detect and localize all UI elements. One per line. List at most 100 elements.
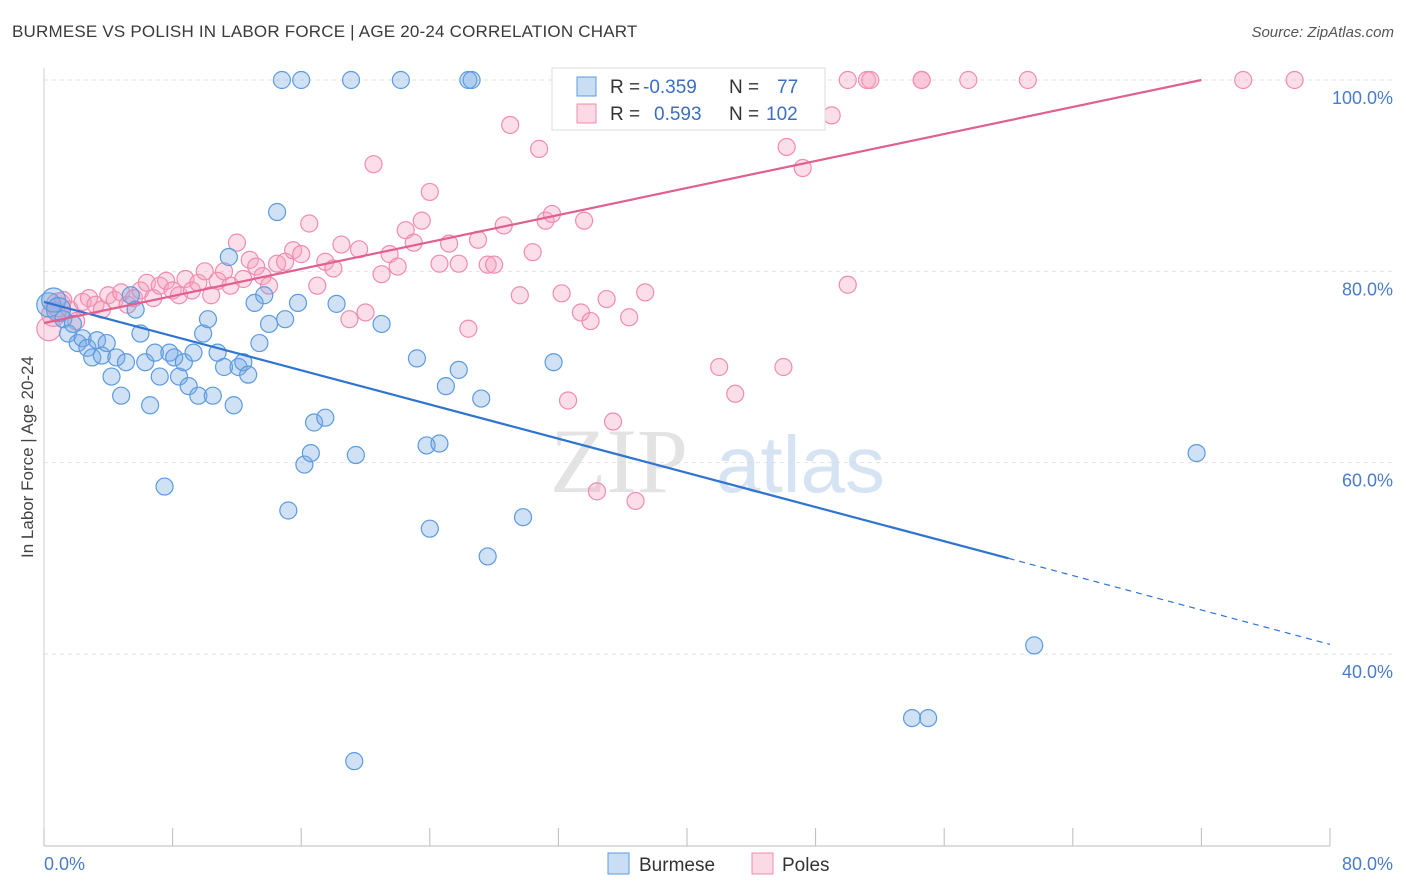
legend-r-value-1: -0.359 bbox=[643, 77, 697, 98]
burmese-point-20 bbox=[136, 353, 155, 372]
burmese-point-15 bbox=[112, 386, 131, 405]
legend-n-label-1: N = bbox=[729, 77, 759, 98]
poles-point-41 bbox=[308, 276, 327, 295]
burmese-point-66 bbox=[544, 353, 563, 372]
poles-point-39 bbox=[292, 245, 311, 264]
poles-point-40 bbox=[300, 214, 319, 233]
burmese-point-26 bbox=[165, 348, 184, 367]
poles-point-69 bbox=[542, 204, 562, 224]
poles-point-73 bbox=[575, 211, 594, 230]
burmese-point-76 bbox=[1187, 444, 1206, 463]
poles-point-44 bbox=[332, 235, 351, 254]
poles-point-3 bbox=[54, 290, 73, 310]
burmese-point-69 bbox=[341, 70, 361, 90]
y-tick-label-0: 100.0% bbox=[1332, 88, 1393, 108]
poles-points bbox=[36, 70, 1304, 511]
trend-lines bbox=[43, 78, 1331, 646]
poles-point-55 bbox=[420, 182, 439, 202]
poles-point-101 bbox=[726, 384, 745, 403]
burmese-point-62 bbox=[449, 360, 468, 379]
burmese-point-72 bbox=[462, 70, 481, 90]
poles-point-56 bbox=[430, 254, 449, 273]
legend-n-value-1: 77 bbox=[777, 77, 798, 98]
burmese-point-63 bbox=[472, 389, 491, 408]
poles-point-66 bbox=[523, 243, 542, 262]
poles-point-54 bbox=[412, 211, 431, 230]
poles-point-77 bbox=[603, 412, 623, 431]
poles-point-49 bbox=[372, 265, 391, 284]
burmese-point-49 bbox=[288, 293, 308, 313]
burmese-point-60 bbox=[430, 434, 449, 453]
poles-point-96 bbox=[959, 70, 978, 90]
burmese-point-68 bbox=[292, 70, 311, 90]
burmese-point-14 bbox=[107, 348, 126, 367]
burmese-point-34 bbox=[203, 386, 222, 405]
burmese-point-51 bbox=[301, 444, 320, 463]
burmese-point-64 bbox=[478, 547, 497, 566]
burmese-point-23 bbox=[150, 367, 169, 386]
poles-point-65 bbox=[510, 286, 529, 305]
poles-point-86 bbox=[777, 137, 796, 157]
legend-swatch-burmese bbox=[576, 76, 597, 97]
legend-box bbox=[551, 67, 826, 131]
poles-point-90 bbox=[838, 275, 857, 294]
burmese-point-28 bbox=[174, 353, 193, 372]
burmese-point-75 bbox=[1025, 636, 1044, 655]
poles-point-85 bbox=[774, 357, 793, 377]
poles-point-67 bbox=[530, 139, 549, 158]
burmese-point-42 bbox=[245, 293, 264, 313]
burmese-point-4 bbox=[59, 324, 78, 343]
burmese-point-77 bbox=[345, 752, 364, 771]
burmese-point-70 bbox=[391, 70, 410, 90]
poles-point-89 bbox=[822, 106, 841, 125]
poles-point-78 bbox=[620, 308, 639, 327]
burmese-point-46 bbox=[267, 202, 287, 222]
poles-point-80 bbox=[636, 283, 655, 302]
x-tick-label-0: 0.0% bbox=[44, 854, 85, 874]
burmese-point-50 bbox=[295, 455, 314, 474]
chart-title: BURMESE VS POLISH IN LABOR FORCE | AGE 2… bbox=[12, 22, 638, 41]
poles-point-75 bbox=[587, 482, 607, 501]
burmese-point-24 bbox=[155, 477, 174, 496]
burmese-point-55 bbox=[346, 445, 365, 465]
burmese-trend-extension bbox=[1008, 557, 1331, 646]
burmese-point-22 bbox=[145, 343, 165, 362]
poles-point-97 bbox=[1018, 70, 1037, 90]
poles-point-48 bbox=[364, 155, 383, 174]
burmese-point-45 bbox=[259, 314, 279, 334]
poles-point-76 bbox=[597, 289, 616, 309]
burmese-point-38 bbox=[224, 396, 243, 415]
burmese-points bbox=[36, 70, 1206, 771]
poles-point-53 bbox=[404, 233, 423, 252]
poles-point-33 bbox=[247, 257, 266, 276]
bottom-legend-swatch-poles bbox=[751, 852, 774, 875]
legend-r-value-2: 0.593 bbox=[654, 104, 702, 125]
burmese-point-44 bbox=[255, 286, 274, 305]
burmese-point-5 bbox=[63, 314, 83, 334]
burmese-point-37 bbox=[219, 247, 238, 267]
burmese-point-48 bbox=[279, 501, 298, 520]
legend-r-label-1: R = bbox=[610, 77, 640, 98]
poles-point-95 bbox=[912, 70, 931, 90]
poles-point-47 bbox=[356, 303, 375, 322]
burmese-point-30 bbox=[184, 343, 203, 362]
burmese-trend-line bbox=[43, 300, 1009, 560]
y-tick-label-1: 80.0% bbox=[1342, 279, 1393, 299]
burmese-point-41 bbox=[239, 365, 258, 384]
y-tick-label-3: 40.0% bbox=[1342, 662, 1393, 682]
burmese-point-29 bbox=[179, 377, 198, 396]
burmese-point-27 bbox=[169, 367, 189, 386]
poles-point-59 bbox=[459, 319, 478, 338]
burmese-point-13 bbox=[102, 367, 121, 386]
poles-point-7 bbox=[79, 289, 99, 308]
bottom-legend-burmese: Burmese bbox=[639, 855, 715, 876]
poles-point-51 bbox=[388, 257, 407, 276]
poles-point-61 bbox=[478, 255, 497, 274]
burmese-point-53 bbox=[316, 408, 335, 427]
burmese-point-56 bbox=[372, 314, 391, 334]
burmese-point-65 bbox=[513, 508, 533, 527]
poles-trend-line bbox=[43, 78, 1202, 325]
poles-point-35 bbox=[259, 276, 279, 295]
poles-point-71 bbox=[558, 391, 578, 410]
poles-point-30 bbox=[227, 233, 246, 252]
